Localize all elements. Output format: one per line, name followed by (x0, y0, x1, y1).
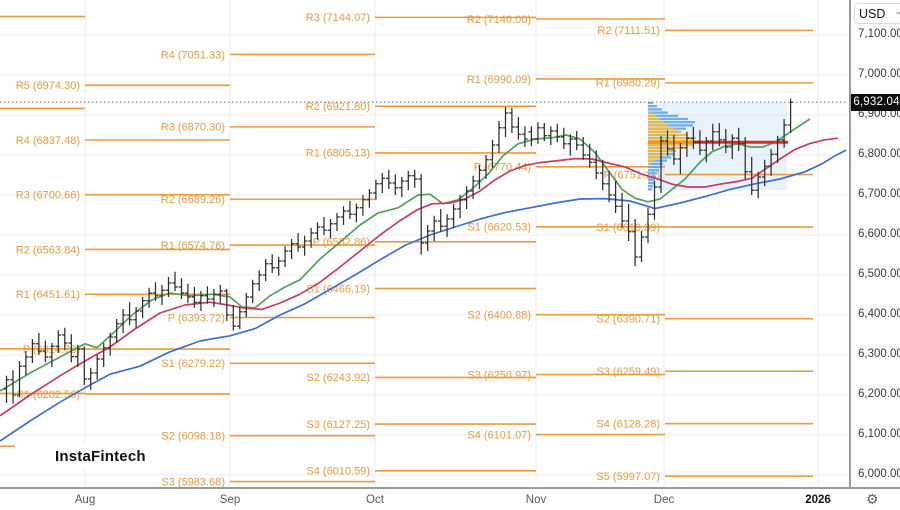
pivot-label: R2 (6563.84) (16, 244, 80, 256)
settings-gear-icon[interactable]: ⚙ (866, 491, 879, 507)
currency-selector[interactable]: USD ⌄ (854, 3, 900, 24)
profile-bar-yellow (648, 153, 667, 156)
profile-bar-blue (648, 124, 693, 127)
instafintech-watermark: InstaFintech (47, 444, 154, 469)
price-tick-label: 6,500.00 (858, 268, 900, 280)
pivot-levels-layer: R5 (6974.30) R4 (6837.48) R3 (6700.66) R2 (… (0, 12, 813, 487)
pivot-label: R1 (6451.61) (16, 289, 80, 301)
profile-bar-yellow (648, 127, 674, 130)
pivot-label: R1 (6990.09) (467, 74, 531, 86)
pivot-label: S2 (6390.71) (596, 314, 660, 326)
pivot-label: R3 (6700.66) (16, 190, 80, 202)
pivot-label: P (6582.86) (313, 237, 370, 249)
profile-bar-yellow (648, 124, 668, 127)
profile-bar-blue (648, 159, 667, 162)
price-tick-label: 6,400.00 (858, 308, 900, 320)
pivot-label: S3 (6259.49) (596, 366, 660, 378)
time-axis-label-aug: Aug (74, 494, 96, 506)
profile-bar-blue (648, 165, 661, 169)
profile-bar-blue (648, 101, 653, 105)
price-axis[interactable]: USD ⌄ 7,100.00 7,000.00 6,900.00 6,800.00 6,… (849, 0, 900, 487)
time-axis[interactable]: Aug Sep Oct Nov Dec 2026 ⚙ (0, 487, 900, 510)
price-tick-label: 6,800.00 (858, 148, 900, 160)
pivot-label: P (6770.44) (474, 162, 531, 174)
pivot-label: R3 (6870.30) (161, 122, 225, 134)
time-axis-label-sep: Sep (219, 494, 241, 506)
profile-bar-yellow (648, 146, 684, 149)
last-price-badge: 6,932.04 (851, 93, 900, 111)
pivot-label: P (6393.72) (168, 312, 225, 324)
pivot-label: S5 (5997.07) (596, 471, 660, 483)
profile-bar-yellow (648, 111, 651, 114)
alligator-teeth-red (0, 137, 839, 417)
price-tick-label: 6,100.00 (858, 428, 900, 440)
profile-bar-blue (648, 185, 653, 188)
pivot-label: R2 (6921.80) (306, 101, 370, 113)
profile-bar-blue (648, 121, 695, 124)
profile-bar-yellow (648, 159, 655, 162)
profile-bar-blue (648, 162, 663, 165)
pivot-label: S2 (6400.88) (467, 309, 531, 321)
pivot-label: S2 (6098.18) (161, 431, 225, 443)
pivot-label: S1 (6466.19) (306, 283, 370, 295)
profile-bar-yellow (648, 143, 694, 146)
time-axis-label-2026: 2026 (805, 494, 831, 506)
pivot-label: R1 (6980.29) (596, 78, 660, 90)
pivot-label: P (6751.11) (604, 169, 660, 181)
time-axis-label-oct: Oct (366, 494, 384, 506)
pivot-label: R2 (7111.51) (597, 25, 660, 37)
profile-bar-blue (648, 178, 655, 181)
pivot-label: R3 (7144.07) (306, 12, 370, 24)
pivot-label: R4 (6837.48) (16, 135, 80, 147)
price-tick-label: 7,000.00 (858, 68, 900, 80)
profile-bar-blue (648, 111, 668, 114)
currency-label: USD (859, 6, 886, 21)
profile-bar-blue (648, 117, 688, 121)
pivot-label: R4 (7051.33) (161, 49, 225, 61)
price-tick-label: 6,900.00 (858, 108, 900, 120)
profile-bar-yellow (648, 137, 696, 140)
pivot-label: S4 (6128.28) (596, 418, 660, 430)
pivot-label: S3 (6250.97) (467, 369, 531, 381)
price-tick-label: 7,100.00 (858, 28, 900, 40)
profile-bar-blue (648, 108, 662, 111)
profile-bar-blue (648, 188, 652, 191)
alligator-jaw-blue (0, 149, 847, 442)
pivot-label: S2 (6243.92) (306, 372, 370, 384)
pivot-label: S4 (6101.07) (467, 429, 531, 441)
pivot-label: R2 (7140.00) (467, 14, 531, 26)
profile-bar-yellow (648, 162, 651, 165)
profile-bar-blue (648, 105, 657, 108)
time-axis-label-nov: Nov (525, 494, 547, 506)
profile-bar-yellow (648, 121, 664, 124)
pivot-label: S1 (6279.22) (161, 358, 225, 370)
profile-bar-blue (648, 114, 678, 117)
pivot-label: R2 (6689.26) (161, 194, 225, 206)
price-tick-label: 6,200.00 (858, 388, 900, 400)
profile-bar-yellow (648, 156, 660, 159)
profile-bar-yellow (648, 114, 656, 117)
profile-bar-blue (648, 172, 657, 175)
pivot-label: S3 (5983.68) (161, 476, 225, 487)
profile-bar-yellow (648, 117, 660, 121)
pivot-label: S4 (6010.59) (306, 466, 370, 478)
pivot-label: S1 (6202.56) (16, 389, 80, 401)
price-tick-label: 6,700.00 (858, 188, 900, 200)
price-tick-label: 6,600.00 (858, 228, 900, 240)
ohlc-bars-layer (3, 98, 794, 404)
chart-plot-area[interactable]: R5 (6974.30) R4 (6837.48) R3 (6700.66) R2 (… (0, 0, 848, 487)
pivot-label: S3 (6127.25) (306, 419, 370, 431)
profile-bar-yellow (648, 130, 680, 133)
price-tick-label: 6,300.00 (858, 348, 900, 360)
pivot-label: S1 (6620.53) (467, 222, 531, 234)
pivot-label: R5 (6974.30) (16, 80, 80, 92)
time-axis-label-dec: Dec (653, 494, 675, 506)
profile-bar-blue (648, 181, 654, 185)
profile-bar-blue (648, 169, 659, 172)
pivot-label: R1 (6574.76) (161, 240, 225, 252)
pivot-label: R1 (6805.13) (306, 148, 370, 160)
price-tick-label: 6,000.00 (858, 468, 900, 480)
chevron-down-icon: ⌄ (894, 6, 900, 16)
